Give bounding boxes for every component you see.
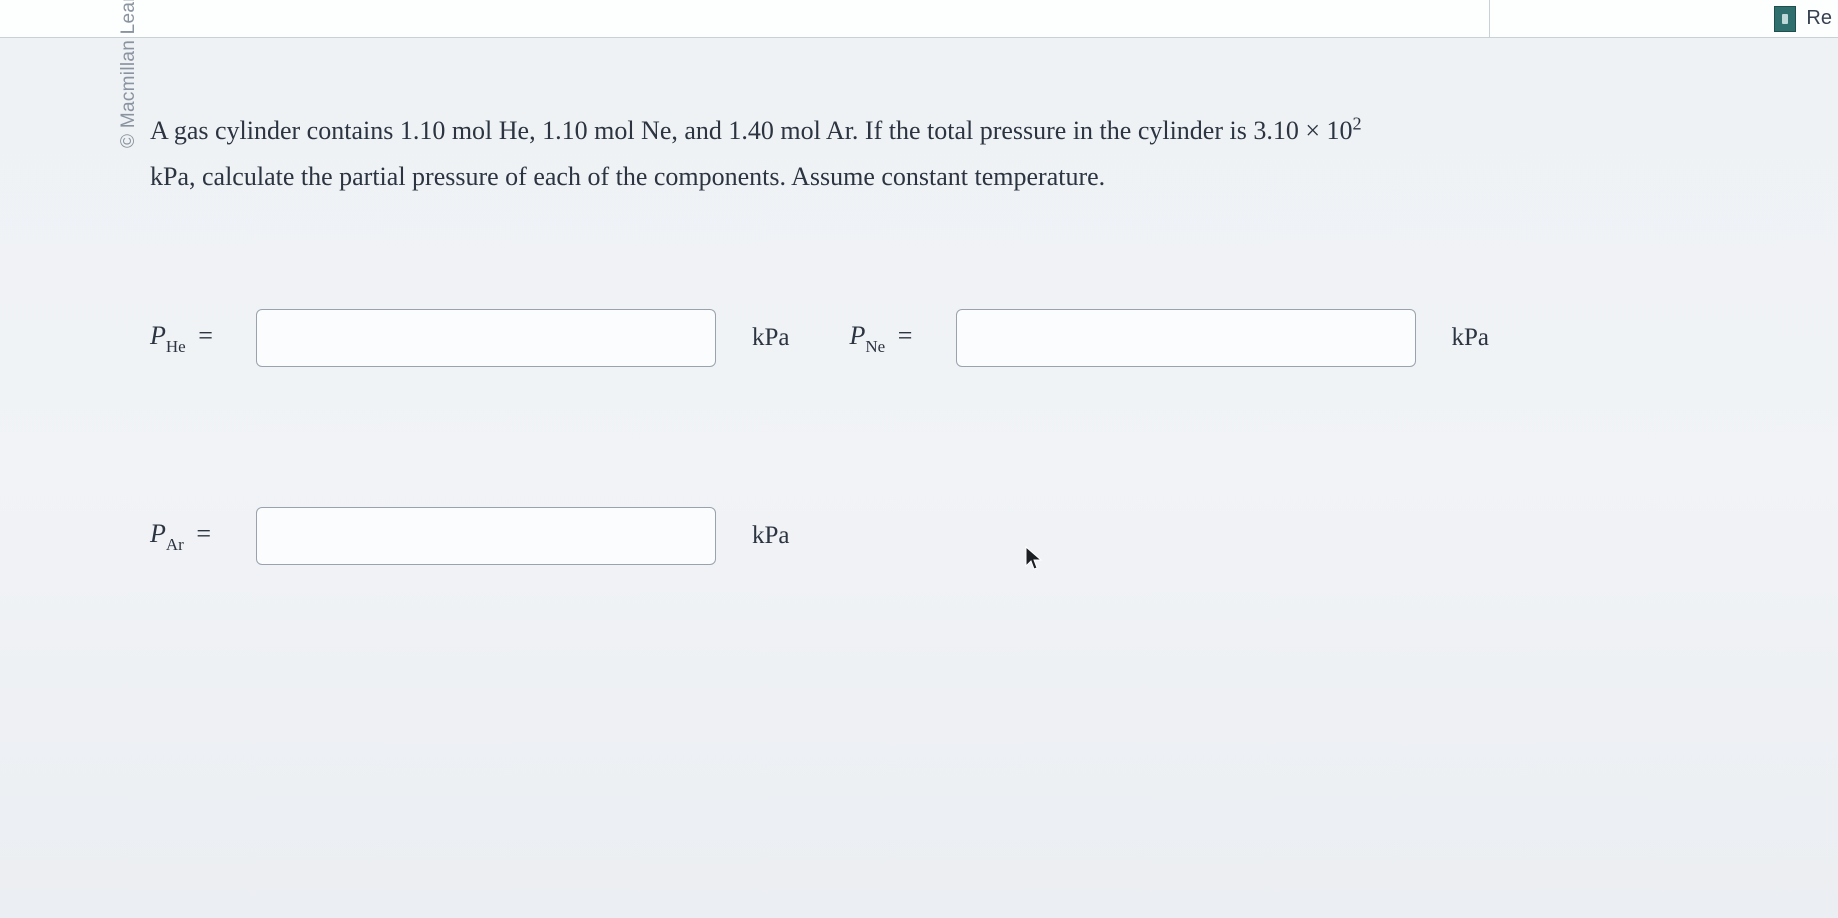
input-p-ne[interactable] xyxy=(956,309,1416,367)
question-suffix: kPa, calculate the partial pressure of e… xyxy=(150,162,1105,191)
question-prefix: A gas cylinder contains 1.10 mol He, 1.1… xyxy=(150,116,1353,145)
input-p-he[interactable] xyxy=(256,309,716,367)
page-area: © Macmillan Learning A gas cylinder cont… xyxy=(0,38,1838,918)
unit-he: kPa xyxy=(752,324,790,352)
label-p-ne: PNe = xyxy=(850,321,920,355)
label-p-he: PHe = xyxy=(150,321,220,355)
label-p-ar: PAr = xyxy=(150,519,220,553)
input-group-he: PHe = kPa xyxy=(150,309,790,367)
input-group-ne: PNe = kPa xyxy=(850,309,1490,367)
browser-tab[interactable]: Re xyxy=(1774,6,1832,32)
question-text: A gas cylinder contains 1.10 mol He, 1.1… xyxy=(150,108,1370,199)
copyright-label: © Macmillan Learning xyxy=(118,0,140,148)
input-p-ar[interactable] xyxy=(256,507,716,565)
tab-label: Re xyxy=(1806,7,1832,30)
unit-ar: kPa xyxy=(752,522,790,550)
question-exponent: 2 xyxy=(1353,113,1362,133)
inputs-row-1: PHe = kPa PNe = kPa xyxy=(150,309,1710,367)
unit-ne: kPa xyxy=(1452,324,1490,352)
inputs-row-2: PAr = kPa xyxy=(150,507,1710,565)
input-group-ar: PAr = kPa xyxy=(150,507,790,565)
question-content: A gas cylinder contains 1.10 mol He, 1.1… xyxy=(150,108,1710,565)
browser-top-bar: Re xyxy=(0,0,1838,38)
tab-favicon-icon xyxy=(1774,6,1796,32)
